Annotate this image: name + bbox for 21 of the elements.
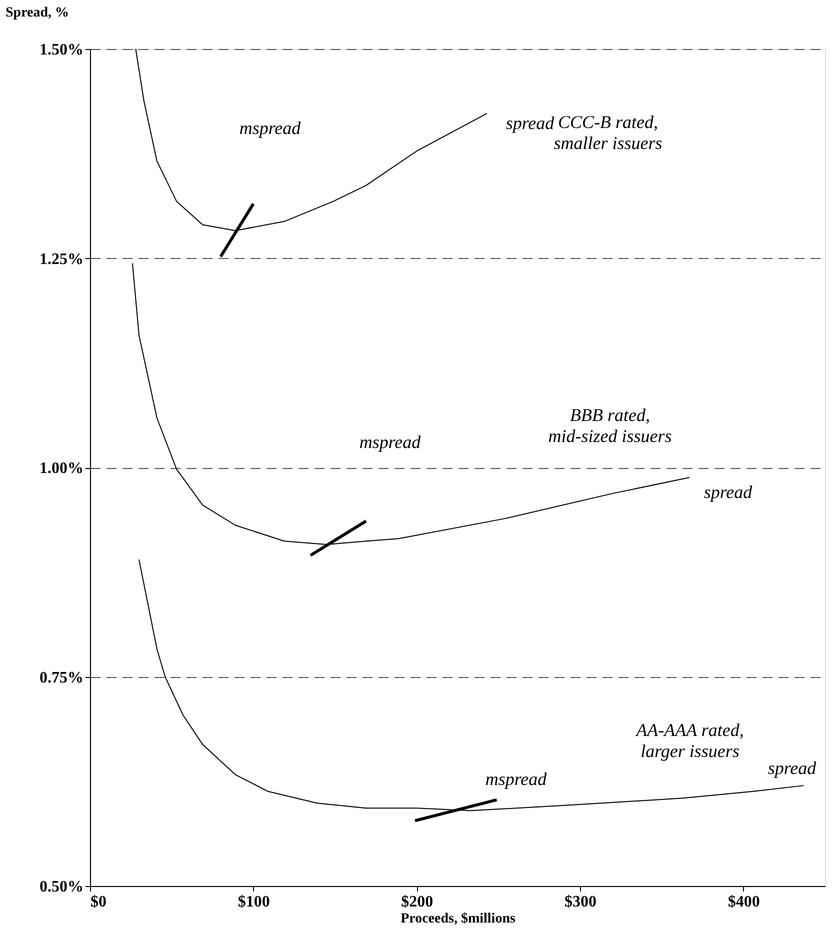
y-tick-label: 0.75%: [40, 669, 84, 686]
y-tick-label: 1.00%: [40, 460, 84, 477]
y-tick-label: 1.50%: [40, 42, 84, 58]
annotation: spread: [704, 482, 754, 502]
y-axis-title: Spread, %: [6, 6, 70, 20]
annotation: mspread: [239, 118, 302, 138]
annotation: BBB rated, mid-sized issuers: [548, 405, 672, 446]
x-axis-title: Proceeds, $millions: [400, 912, 516, 926]
y-tick-label: 1.25%: [40, 250, 84, 268]
x-tick-label: $200: [401, 894, 434, 910]
y-tick-label: 0.50%: [40, 878, 84, 896]
x-tick-label: $100: [238, 894, 270, 910]
x-tick-label: $300: [564, 894, 596, 910]
annotation: spread: [506, 113, 556, 133]
x-tick-label: $400: [728, 894, 760, 910]
annotation: mspread: [485, 769, 548, 789]
annotation: mspread: [359, 432, 422, 452]
annotation: CCC-B rated, smaller issuers: [554, 112, 662, 153]
annotation: AA-AAA rated, larger issuers: [635, 720, 744, 761]
annotation: spread: [768, 758, 818, 778]
x-tick-label: $0: [90, 894, 106, 910]
